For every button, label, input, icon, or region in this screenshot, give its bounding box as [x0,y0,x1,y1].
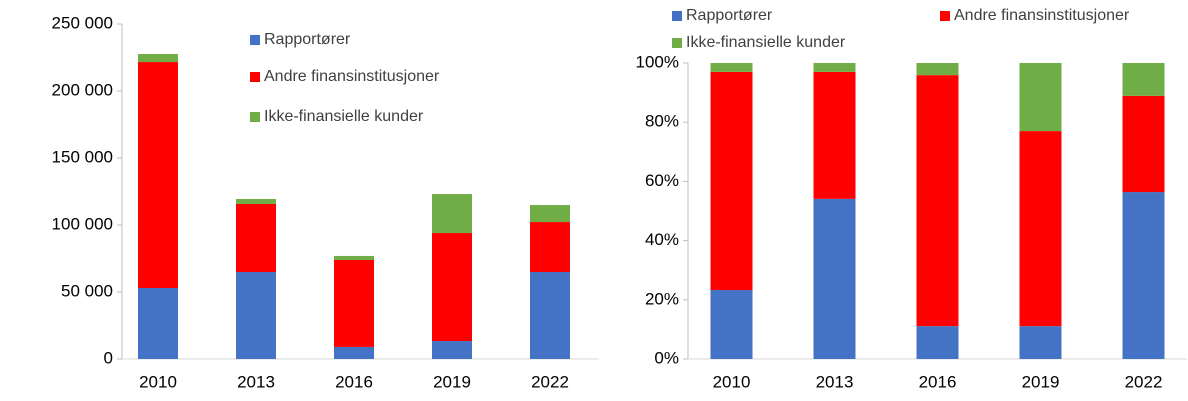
legend-swatch [672,38,682,48]
bar-segment [710,63,753,72]
bar-segment [432,194,472,234]
bar-segment [1122,95,1165,193]
x-tick-label: 2019 [1022,372,1060,391]
legend-swatch [940,11,950,21]
bar-segment [236,272,276,359]
bar-segment [236,199,276,204]
legend-label: Andre finansinstitusjoner [954,7,1130,24]
bar-segment [710,290,753,359]
y-tick-label: 0% [654,348,679,367]
x-tick-label: 2010 [139,372,177,391]
legend-label: Rapportører [686,7,773,24]
bar-segment [138,54,178,63]
legend-swatch [250,35,260,45]
y-tick-label: 20% [645,289,679,308]
y-tick-label: 200 000 [52,80,113,99]
bar-segment [334,259,374,347]
x-tick-label: 2019 [433,372,471,391]
legend-swatch [672,11,682,21]
bar-segment [530,222,570,273]
bar-segment [334,255,374,260]
y-tick-label: 50 000 [61,281,113,300]
bar-segment [334,346,374,359]
bar-segment [1019,131,1062,327]
y-tick-label: 100 000 [52,214,113,233]
bar-segment [138,62,178,288]
bar-segment [1122,192,1165,359]
bar-segment [1019,63,1062,132]
y-tick-label: 100% [636,52,679,71]
legend-swatch [250,72,260,82]
y-tick-label: 150 000 [52,147,113,166]
x-tick-label: 2013 [237,372,275,391]
bar-segment [916,326,959,359]
x-tick-label: 2016 [335,372,373,391]
y-tick-label: 60% [645,171,679,190]
bar-segment [1019,326,1062,359]
bar-segment [432,341,472,359]
bar-segment [916,75,959,327]
bar-segment [813,71,856,199]
legend-swatch [250,112,260,122]
bar-segment [236,203,276,273]
x-tick-label: 2022 [1125,372,1163,391]
bar-segment [916,63,959,76]
legend-label: Rapportører [264,31,351,48]
bar-segment [710,71,753,291]
x-tick-label: 2013 [816,372,854,391]
bar-segment [813,63,856,72]
bar-segment [138,287,178,359]
y-tick-label: 80% [645,112,679,131]
y-tick-label: 0 [104,348,113,367]
x-tick-label: 2010 [713,372,751,391]
x-tick-label: 2022 [531,372,569,391]
y-tick-label: 40% [645,230,679,249]
legend-label: Andre finansinstitusjoner [264,68,440,85]
legend-label: Ikke-finansielle kunder [686,34,846,51]
bar-segment [432,233,472,342]
bar-segment [530,272,570,359]
bar-segment [530,205,570,223]
y-tick-label: 250 000 [52,13,113,32]
bar-segment [813,198,856,359]
bar-segment [1122,63,1165,96]
legend-label: Ikke-finansielle kunder [264,108,424,125]
x-tick-label: 2016 [919,372,957,391]
